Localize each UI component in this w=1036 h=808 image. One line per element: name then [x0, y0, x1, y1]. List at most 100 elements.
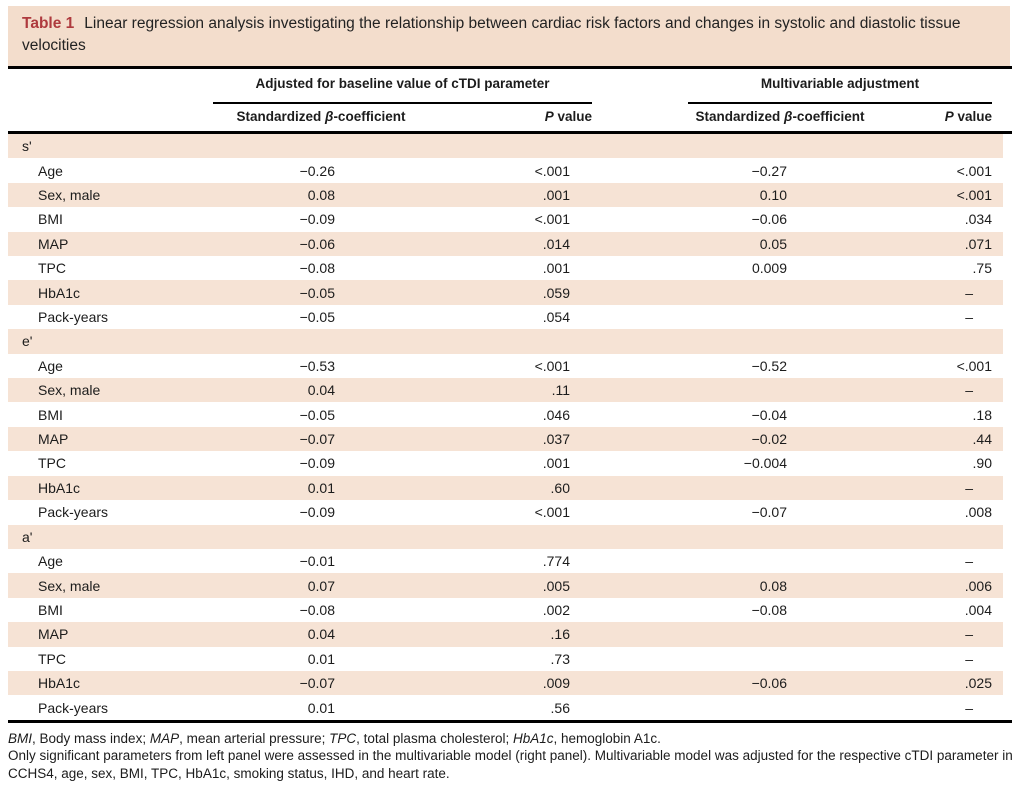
row-label: TPC	[38, 260, 66, 277]
abbreviation-definition: , total plasma cholesterol;	[356, 730, 513, 746]
beta-baseline-cell: −0.07	[299, 675, 335, 692]
pvalue-baseline-cell: .059	[542, 284, 570, 301]
beta-baseline-cell: 0.01	[307, 699, 335, 716]
abbreviation-term: TPC	[329, 730, 357, 746]
beta-multivariable-cell: −0.06	[751, 211, 787, 228]
pvalue-baseline-cell: .11	[551, 382, 570, 399]
beta-multivariable-cell: −0.04	[751, 406, 787, 423]
pvalue-baseline-cell: <.001	[534, 162, 570, 179]
pvalue-multivariable-cell: –	[965, 284, 973, 301]
section-label: a'	[22, 528, 33, 545]
abbreviation-term: BMI	[8, 730, 33, 746]
footnote-abbreviations: BMI, Body mass index; MAP, mean arterial…	[8, 730, 1018, 748]
pvalue-baseline-cell: .16	[550, 626, 570, 643]
table-row: BMI −0.08 .002 −0.08 .004	[8, 598, 1003, 622]
table-row: TPC 0.01 .73 –	[8, 647, 1003, 671]
section-row: a'	[8, 524, 1003, 549]
table-row: TPC −0.08 .001 0.009 .75	[8, 256, 1003, 280]
column-headers: Adjusted for baseline value of cTDI para…	[8, 69, 1003, 131]
pvalue-multivariable-cell: .008	[964, 504, 992, 521]
table-row: Pack-years 0.01 .56 –	[8, 695, 1003, 719]
table-caption: Table 1 Linear regression analysis invest…	[8, 6, 1010, 66]
column-group-header-multivariable: Multivariable adjustment	[688, 76, 992, 104]
subheader-pvalue-multivariable: P value	[944, 109, 992, 124]
row-label: Sex, male	[38, 577, 101, 594]
pvalue-multivariable-cell: –	[965, 650, 973, 667]
table-row: MAP 0.04 .16 –	[8, 622, 1003, 647]
section-label: e'	[22, 333, 33, 350]
pvalue-multivariable-cell: .004	[964, 601, 992, 618]
abbreviation-definition: , hemoglobin A1c.	[553, 730, 661, 746]
pvalue-multivariable-cell: <.001	[956, 357, 992, 374]
row-label: Pack-years	[38, 309, 109, 326]
row-label: Pack-years	[38, 699, 109, 716]
beta-baseline-cell: −0.26	[299, 162, 335, 179]
pvalue-multivariable-cell: <.001	[956, 162, 992, 179]
beta-multivariable-cell: 0.009	[751, 260, 787, 277]
table-body: s' Age −0.26 <.001 −0.27 <.001 Sex, male 0.08 .0…	[8, 134, 1003, 720]
table-row: Pack-years −0.05 .054 –	[8, 305, 1003, 329]
pvalue-baseline-cell: <.001	[534, 211, 570, 228]
table-row: BMI −0.05 .046 −0.04 .18	[8, 402, 1003, 426]
pvalue-multivariable-cell: –	[965, 309, 973, 326]
abbreviation-definition: , mean arterial pressure;	[179, 730, 330, 746]
pvalue-baseline-cell: .73	[550, 650, 570, 667]
pvalue-multivariable-cell: .071	[964, 235, 992, 252]
rule-above-footnotes	[8, 719, 1012, 723]
beta-multivariable-cell: 0.05	[759, 235, 787, 252]
beta-baseline-cell: −0.01	[299, 553, 335, 570]
footnotes: BMI, Body mass index; MAP, mean arterial…	[8, 723, 1018, 783]
pvalue-multivariable-cell: .006	[964, 577, 992, 594]
beta-baseline-cell: 0.04	[307, 382, 335, 399]
pvalue-multivariable-cell: –	[965, 699, 973, 716]
row-label: TPC	[38, 455, 66, 472]
table-number: Table 1	[22, 15, 75, 32]
row-label: HbA1c	[38, 284, 81, 301]
row-label: MAP	[38, 235, 69, 252]
table-row: Pack-years −0.09 <.001 −0.07 .008	[8, 500, 1003, 524]
rule-under-caption	[8, 66, 1012, 69]
abbreviation-term: HbA1c	[512, 730, 554, 746]
row-label: HbA1c	[38, 479, 81, 496]
pvalue-baseline-cell: .005	[542, 577, 570, 594]
pvalue-baseline-cell: .046	[542, 406, 570, 423]
beta-multivariable-cell: 0.10	[759, 187, 787, 204]
pvalue-baseline-cell: .009	[542, 675, 570, 692]
beta-baseline-cell: −0.09	[299, 504, 335, 521]
pvalue-multivariable-cell: .44	[972, 431, 992, 448]
footnote-note: Only significant parameters from left pa…	[8, 748, 1013, 781]
pvalue-multivariable-cell: –	[965, 479, 973, 496]
row-label: BMI	[38, 211, 63, 228]
table-row: MAP −0.07 .037 −0.02 .44	[8, 426, 1003, 452]
beta-baseline-cell: −0.08	[299, 260, 335, 277]
column-group-header-multivariable-label: Multivariable adjustment	[760, 76, 920, 91]
beta-baseline-cell: 0.04	[307, 626, 335, 643]
pvalue-baseline-cell: .002	[542, 601, 570, 618]
beta-multivariable-cell: 0.08	[759, 577, 787, 594]
table-row: HbA1c −0.05 .059 –	[8, 280, 1003, 305]
beta-symbol: β	[784, 109, 793, 124]
caption-text: Linear regression analysis investigating…	[22, 15, 961, 54]
pvalue-baseline-cell: .001	[542, 260, 570, 277]
pvalue-baseline-cell: .054	[542, 309, 570, 326]
beta-baseline-cell: 0.08	[307, 187, 335, 204]
p-symbol: P	[544, 109, 554, 124]
pvalue-multivariable-cell: .75	[972, 260, 992, 277]
subheader-beta-multivariable: Standardized β-coefficient	[695, 109, 865, 124]
table-row: Sex, male 0.07 .005 0.08 .006	[8, 573, 1003, 598]
pvalue-multivariable-cell: .034	[964, 211, 992, 228]
column-group-header-baseline: Adjusted for baseline value of cTDI para…	[213, 76, 592, 104]
beta-multivariable-cell: −0.02	[751, 431, 787, 448]
p-symbol: P	[944, 109, 954, 124]
beta-baseline-cell: −0.09	[299, 211, 335, 228]
row-label: Age	[38, 357, 63, 374]
row-label: Age	[38, 553, 63, 570]
row-label: Age	[38, 162, 63, 179]
beta-baseline-cell: −0.05	[299, 284, 335, 301]
row-label: Pack-years	[38, 504, 109, 521]
pvalue-baseline-cell: <.001	[534, 504, 570, 521]
pvalue-multivariable-cell: .025	[964, 675, 992, 692]
rule-under-headers	[8, 131, 1012, 134]
table-row: Age −0.26 <.001 −0.27 <.001	[8, 158, 1003, 182]
pvalue-baseline-cell: .774	[542, 553, 570, 570]
